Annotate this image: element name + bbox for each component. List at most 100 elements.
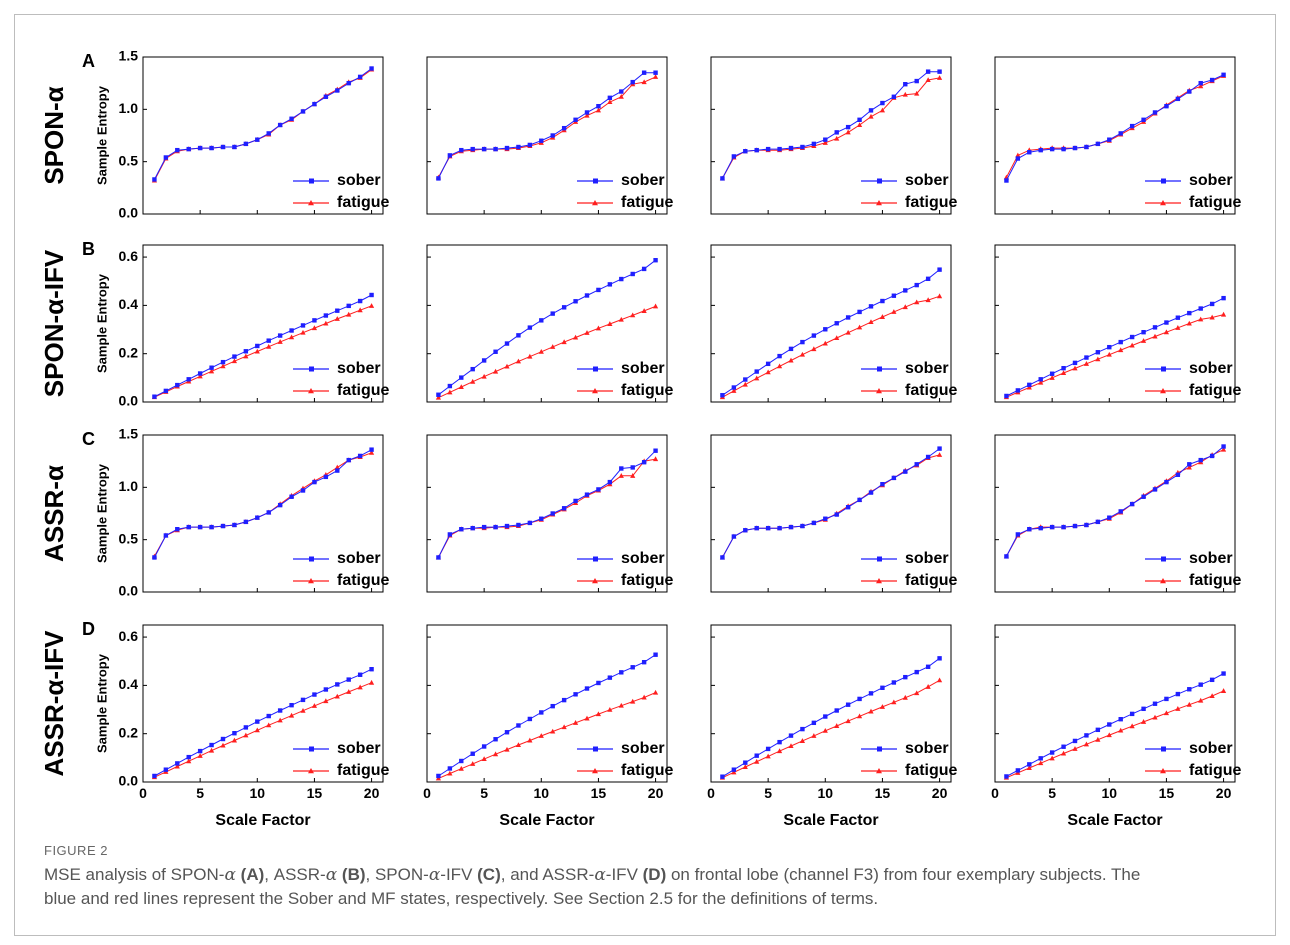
data-point-fatigue (1152, 714, 1158, 720)
data-point-fatigue (1186, 701, 1192, 707)
data-point-sober (335, 308, 340, 313)
data-point-fatigue (834, 135, 840, 141)
data-point-fatigue (277, 717, 283, 723)
data-point-sober (186, 754, 191, 760)
data-point-sober (220, 144, 226, 150)
data-point-fatigue (845, 329, 851, 335)
legend-marker-fatigue (876, 200, 882, 206)
data-point-fatigue (618, 93, 624, 99)
data-point-fatigue (208, 747, 215, 753)
figure-label: FIGURE 2 (44, 843, 108, 858)
data-point-sober (346, 80, 351, 86)
data-point-fatigue (368, 449, 375, 455)
y-axis-label: Sample Entropy (94, 463, 109, 563)
data-point-sober (800, 726, 805, 732)
data-point-sober (220, 736, 226, 742)
y-tick-label: 0.5 (119, 530, 139, 546)
legend-marker-sober (309, 366, 314, 372)
data-point-sober (1198, 457, 1203, 463)
data-point-fatigue (561, 339, 567, 345)
data-point-sober (754, 753, 759, 758)
data-point-sober (1084, 733, 1089, 738)
data-point-sober (788, 524, 794, 530)
data-point-sober (369, 292, 374, 298)
data-point-fatigue (845, 718, 851, 724)
data-point-fatigue (368, 303, 375, 308)
data-point-sober (868, 304, 874, 309)
data-point-sober (1198, 306, 1203, 311)
data-point-fatigue (822, 340, 828, 346)
legend-label-sober: sober (1189, 550, 1233, 567)
x-tick-label: 0 (991, 785, 999, 801)
data-point-sober (527, 520, 533, 526)
data-point-sober (891, 680, 897, 685)
data-point-sober (346, 457, 351, 463)
data-point-fatigue (538, 733, 544, 738)
data-point-sober (266, 338, 271, 343)
data-point-fatigue (208, 368, 215, 374)
data-point-fatigue (765, 369, 771, 375)
data-point-sober (1107, 344, 1112, 350)
x-axis-label: Scale Factor (215, 812, 310, 829)
plot-frame (142, 56, 384, 215)
data-point-sober (903, 469, 908, 474)
legend-marker-fatigue (1160, 200, 1166, 206)
data-point-fatigue (765, 753, 771, 759)
data-point-fatigue (346, 311, 352, 317)
plot-frame (994, 624, 1236, 783)
data-point-fatigue (254, 348, 260, 354)
legend-label-sober: sober (337, 360, 381, 377)
data-point-sober (209, 524, 214, 530)
x-tick-label: 0 (423, 785, 431, 801)
legend-marker-sober (593, 366, 598, 372)
data-point-sober (619, 670, 624, 675)
data-point-fatigue (1026, 765, 1032, 770)
data-point-sober (197, 145, 203, 151)
data-point-fatigue (925, 297, 931, 303)
data-point-sober (1072, 145, 1078, 151)
data-point-sober (1072, 738, 1078, 744)
legend-marker-fatigue (308, 768, 314, 774)
data-point-sober (857, 497, 862, 503)
data-point-sober (527, 716, 533, 722)
data-point-sober (539, 318, 544, 323)
x-axis-label: Scale Factor (499, 812, 594, 829)
data-point-fatigue (641, 79, 647, 85)
chart-panel: 0 5 10 15 20 Scale Factor sober fatigue (991, 624, 1242, 829)
data-point-fatigue (527, 353, 533, 359)
data-point-sober (925, 276, 931, 282)
data-point-fatigue (652, 689, 659, 695)
data-point-sober (312, 479, 317, 485)
data-point-fatigue (891, 309, 897, 314)
data-point-sober (277, 122, 283, 128)
plot-frame (710, 624, 952, 783)
data-point-sober (436, 176, 441, 181)
data-point-fatigue (1026, 384, 1032, 390)
x-tick-label: 15 (307, 785, 323, 801)
legend-label-fatigue: fatigue (1189, 382, 1242, 399)
data-point-sober (937, 656, 942, 661)
legend-marker-fatigue (1160, 578, 1166, 584)
panel-letter: C (82, 429, 95, 449)
data-point-fatigue (607, 321, 613, 326)
data-point-sober (765, 146, 771, 152)
data-point-sober (1221, 295, 1226, 301)
data-point-sober (447, 766, 453, 771)
data-point-sober (800, 144, 805, 150)
data-point-fatigue (492, 368, 499, 374)
data-point-sober (470, 751, 475, 756)
data-point-fatigue (300, 329, 306, 335)
data-point-sober (1164, 103, 1169, 109)
x-tick-label: 15 (591, 785, 607, 801)
data-point-sober (1118, 339, 1123, 345)
data-point-sober (1187, 310, 1192, 316)
data-point-sober (1164, 320, 1169, 325)
data-point-fatigue (914, 299, 920, 305)
data-point-sober (357, 453, 363, 459)
data-point-fatigue (1015, 152, 1021, 158)
data-point-fatigue (902, 694, 908, 700)
data-point-sober (596, 103, 601, 109)
data-point-sober (493, 146, 498, 152)
data-point-sober (1095, 350, 1101, 355)
data-point-fatigue (879, 107, 886, 113)
